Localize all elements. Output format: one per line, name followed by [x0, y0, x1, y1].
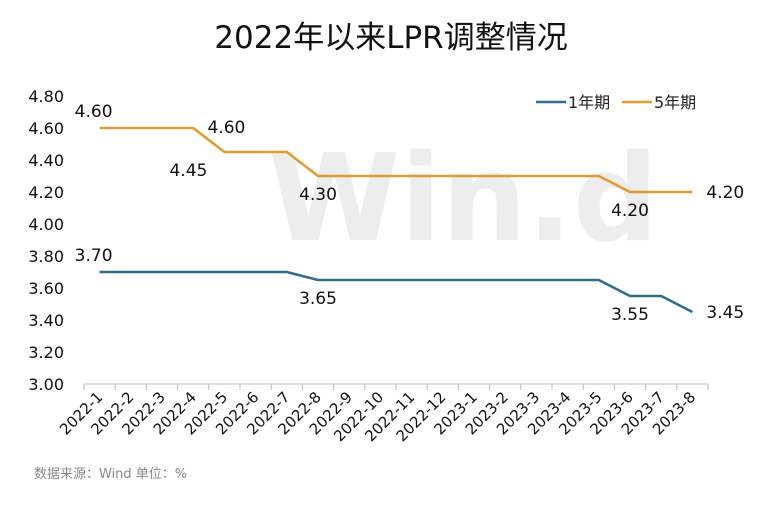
- data-label: 3.45: [706, 303, 744, 323]
- data-label: 4.45: [169, 161, 207, 181]
- data-label: 3.70: [75, 246, 113, 266]
- data-label: 4.60: [75, 102, 113, 122]
- watermark: Win.d: [268, 130, 658, 269]
- series-lines: [99, 126, 693, 314]
- x-axis: 2022-12022-22022-32022-42022-52022-62022…: [56, 383, 709, 445]
- series-line-5y: [99, 126, 693, 194]
- y-tick-label: 4.80: [28, 87, 64, 106]
- y-axis: 3.00 3.20 3.40 3.60 3.80 4.00 4.20 4.40 4.60 4.80: [28, 87, 64, 394]
- data-labels: 4.60 4.60 4.45 4.30 4.20 4.20 3.70 3.65 3.55 3.45: [75, 102, 745, 325]
- data-label: 3.65: [299, 289, 337, 309]
- y-tick-label: 3.00: [28, 375, 64, 394]
- data-label: 4.30: [299, 185, 337, 205]
- y-tick-label: 4.20: [28, 183, 64, 202]
- legend-label: 1年期: [568, 93, 610, 112]
- y-tick-label: 3.40: [28, 311, 64, 330]
- y-tick-label: 4.00: [28, 215, 64, 234]
- series-line-1y: [99, 270, 693, 314]
- y-tick-label: 3.60: [28, 279, 64, 298]
- data-label: 4.60: [207, 118, 245, 138]
- data-label: 4.20: [611, 201, 649, 221]
- data-label: 4.20: [706, 183, 744, 203]
- y-tick-label: 4.40: [28, 151, 64, 170]
- y-tick-label: 3.80: [28, 247, 64, 266]
- y-tick-label: 4.60: [28, 119, 64, 138]
- y-tick-label: 3.20: [28, 343, 64, 362]
- legend-label: 5年期: [654, 93, 696, 112]
- legend: 1年期 5年期: [536, 93, 696, 112]
- data-label: 3.55: [611, 305, 649, 325]
- source-note: 数据来源：Wind 单位：%: [34, 467, 187, 482]
- chart-title: 2022年以来LPR调整情况: [214, 20, 567, 56]
